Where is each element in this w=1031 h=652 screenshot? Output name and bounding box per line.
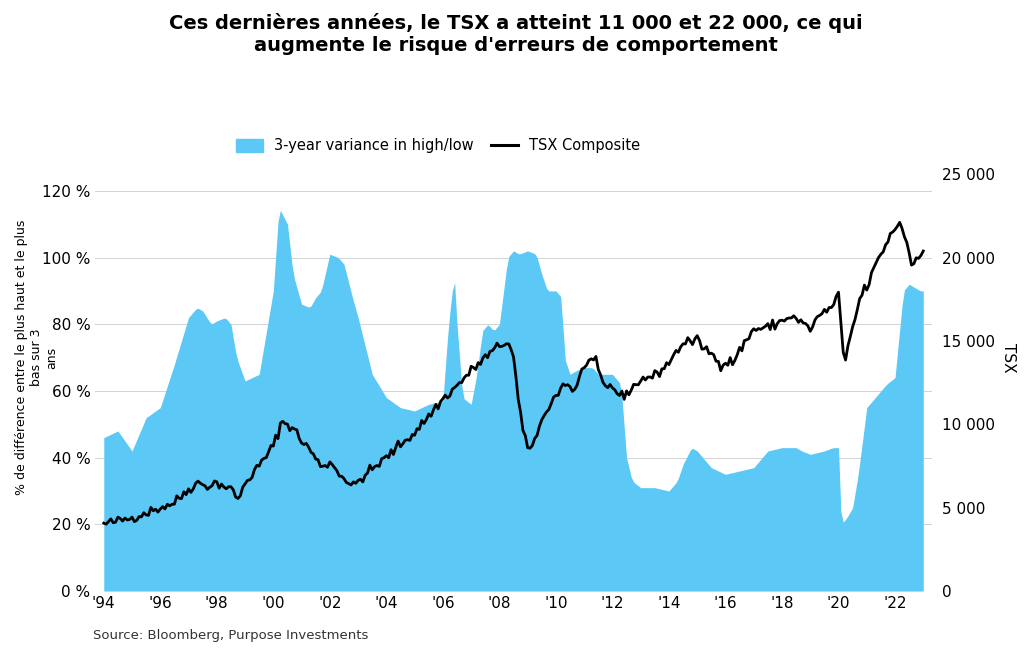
Y-axis label: TSX: TSX bbox=[1001, 343, 1016, 372]
Text: Source: Bloomberg, Purpose Investments: Source: Bloomberg, Purpose Investments bbox=[93, 629, 368, 642]
Text: Ces dernières années, le TSX a atteint 11 000 et 22 000, ce qui
augmente le risq: Ces dernières années, le TSX a atteint 1… bbox=[169, 13, 862, 55]
Y-axis label: % de différence entre le plus haut et le plus
bas sur 3
ans: % de différence entre le plus haut et le… bbox=[15, 220, 58, 496]
Legend: 3-year variance in high/low, TSX Composite: 3-year variance in high/low, TSX Composi… bbox=[236, 138, 640, 153]
